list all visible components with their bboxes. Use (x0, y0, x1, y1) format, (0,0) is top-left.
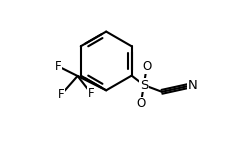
Text: O: O (136, 97, 145, 110)
Text: O: O (142, 60, 151, 73)
Text: F: F (88, 87, 94, 100)
Text: F: F (58, 88, 64, 101)
Text: N: N (188, 79, 198, 92)
Text: S: S (140, 79, 148, 92)
Text: F: F (55, 60, 61, 73)
